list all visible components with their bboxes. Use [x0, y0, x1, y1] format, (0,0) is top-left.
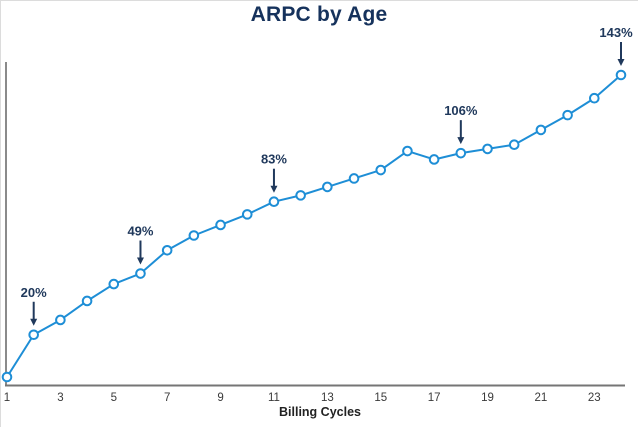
data-point-marker — [135, 268, 146, 279]
data-point-marker — [508, 139, 520, 150]
data-point-marker — [482, 143, 493, 155]
arrowhead-icon — [270, 185, 278, 193]
x-axis-label: Billing Cycles — [279, 405, 361, 419]
chart-title: ARPC by Age — [250, 3, 388, 26]
arrowhead-icon — [617, 59, 625, 66]
x-axis-tick-labels: 1 3 5 7 9 11 13 15 17 19 21 23 — [4, 392, 601, 404]
x-tick-label: 17 — [428, 392, 441, 404]
data-point-marker — [241, 209, 253, 220]
data-point-marker — [215, 219, 226, 231]
annotation-label: 83% — [261, 152, 287, 167]
data-point-marker — [28, 329, 39, 341]
arrowhead-icon — [30, 318, 38, 326]
annotation-label: 143% — [599, 25, 633, 40]
data-point-marker — [402, 145, 413, 157]
x-tick-label: 21 — [535, 392, 548, 404]
x-tick-label: 13 — [321, 392, 334, 404]
x-tick-label: 23 — [588, 392, 601, 404]
series-line — [6, 74, 622, 378]
data-point-marker — [562, 109, 573, 121]
annotations: 20% 49% 83% 106% 143% — [21, 25, 633, 326]
data-point-marker — [322, 181, 333, 193]
data-point-marker — [108, 278, 120, 290]
x-tick-label: 9 — [217, 392, 223, 404]
data-point-marker — [535, 124, 547, 136]
annotation-49pct: 49% — [127, 224, 154, 265]
data-point-marker — [589, 92, 600, 104]
annotation-label: 49% — [127, 224, 153, 239]
data-point-marker — [268, 196, 280, 208]
x-tick-label: 1 — [4, 392, 10, 404]
x-tick-label: 19 — [481, 392, 494, 404]
annotation-143pct: 143% — [599, 25, 633, 66]
data-point-marker — [81, 295, 93, 307]
x-tick-label: 7 — [164, 392, 170, 404]
x-tick-label: 5 — [111, 392, 117, 404]
data-point-marker — [188, 230, 200, 241]
annotation-label: 20% — [21, 285, 47, 300]
annotation-106pct: 106% — [444, 103, 478, 145]
data-point-marker — [295, 190, 306, 201]
x-tick-label: 11 — [268, 392, 280, 404]
data-point-markers — [1, 69, 627, 383]
data-point-marker — [428, 154, 440, 165]
arrowhead-icon — [457, 137, 465, 145]
data-point-marker — [348, 173, 360, 184]
data-point-marker — [1, 371, 13, 383]
data-point-marker — [375, 164, 387, 176]
x-tick-label: 15 — [374, 392, 387, 404]
annotation-label: 106% — [444, 103, 478, 118]
annotation-20pct: 20% — [21, 285, 47, 326]
data-point-marker — [615, 69, 627, 81]
annotation-83pct: 83% — [261, 152, 287, 193]
arrowhead-icon — [136, 257, 144, 265]
data-point-marker — [455, 147, 467, 159]
x-tick-label: 3 — [57, 392, 63, 404]
data-point-marker — [161, 244, 173, 256]
data-point-marker — [55, 314, 66, 326]
